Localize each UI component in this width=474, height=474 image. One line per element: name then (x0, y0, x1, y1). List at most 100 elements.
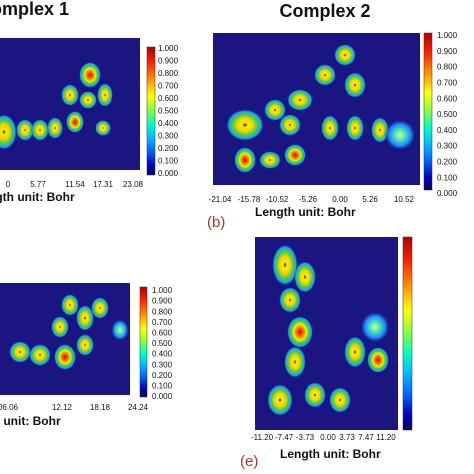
axis-label: Length unit: Bohr (0, 414, 61, 428)
density-blob (0, 114, 17, 150)
density-blob (31, 119, 49, 141)
density-blob (294, 261, 316, 293)
density-blob (16, 119, 34, 141)
density-blob (284, 144, 306, 166)
colorbar-tick-label: 0.000 (152, 392, 173, 401)
x-tick-label: 0.00 (332, 195, 348, 204)
colorbar-tick-label: 0.200 (152, 371, 173, 380)
x-tick-label: 11.54 (65, 180, 85, 189)
density-blob (284, 346, 306, 378)
x-tick-label: -21.04 (209, 195, 232, 204)
density-blob (91, 297, 109, 319)
x-tick-label: -5.26 (299, 195, 318, 204)
density-blob (226, 109, 264, 141)
x-tick-label: 23.08 (123, 180, 144, 189)
colorbar-tick-label: 1.000 (158, 44, 179, 53)
colorbar-tick-label: 0.900 (152, 297, 173, 306)
density-blob (267, 384, 293, 416)
density-blob (344, 336, 366, 368)
colorbar-tick-label: 0.200 (158, 144, 179, 153)
colorbar (146, 46, 156, 176)
colorbar-tick-label: 0.000 (158, 169, 179, 178)
density-blob (95, 120, 111, 136)
x-tick-label: -3.73 (296, 433, 315, 442)
colorbar-tick-label: 0.800 (152, 307, 173, 316)
colorbar-tick-label: 0.700 (437, 79, 458, 88)
density-blob (304, 382, 326, 408)
density-blob (346, 115, 364, 141)
x-tick-label: -15.78 (238, 195, 261, 204)
colorbar-tick-label: 0.800 (437, 63, 458, 72)
density-blob (384, 119, 416, 151)
density-blob (97, 83, 113, 107)
colorbar-tick-label: 0.300 (152, 360, 173, 369)
density-blob (334, 44, 356, 66)
header: Complex 1 (0, 0, 69, 19)
colorbar-tick-label: 0.100 (152, 382, 173, 391)
density-blob (76, 334, 94, 356)
density-blob (264, 99, 286, 121)
density-blob (367, 347, 389, 373)
x-tick-label: 3.73 (339, 433, 355, 442)
x-tick-label: 5.77 (30, 180, 46, 189)
density-blob (272, 244, 298, 286)
density-blob (259, 151, 281, 169)
x-tick-label: -11.20 (251, 433, 274, 442)
colorbar-tick-label: 0.400 (437, 126, 458, 135)
colorbar (402, 236, 413, 431)
density-blob (314, 64, 336, 86)
x-tick-label: 18.18 (90, 403, 111, 412)
density-blob (287, 89, 313, 111)
density-blob (66, 111, 84, 133)
colorbar-tick-label: 0.000 (437, 189, 458, 198)
density-blob (329, 387, 351, 413)
density-blob (360, 311, 390, 343)
colorbar-tick-label: 0.900 (437, 47, 458, 56)
density-blob (279, 287, 301, 313)
colorbar-tick-label: 1.000 (152, 286, 173, 295)
density-blob (287, 316, 313, 348)
x-tick-label: 17.31 (93, 180, 114, 189)
x-tick-label: 11.20 (376, 433, 396, 442)
header: Complex 2 (279, 1, 370, 21)
density-blob (111, 319, 129, 341)
colorbar-tick-label: 0.800 (158, 69, 179, 78)
density-blob (51, 316, 69, 338)
x-tick-label: 06.06 (0, 403, 19, 412)
axis-label: Length unit: Bohr (280, 447, 381, 461)
colorbar (423, 32, 433, 191)
density-blob (79, 62, 101, 88)
density-blob (61, 84, 79, 106)
colorbar-tick-label: 0.500 (437, 110, 458, 119)
colorbar-tick-label: 0.300 (158, 132, 179, 141)
x-tick-label: 10.52 (394, 195, 415, 204)
density-blob (76, 305, 94, 331)
colorbar-tick-label: 0.700 (158, 82, 179, 91)
colorbar-tick-label: 0.600 (152, 329, 173, 338)
x-tick-label: 7.47 (358, 433, 374, 442)
density-blob (29, 344, 51, 366)
density-blob (9, 341, 31, 363)
colorbar-tick-label: 0.100 (437, 173, 458, 182)
colorbar-tick-label: 0.500 (152, 339, 173, 348)
colorbar-tick-label: 0.400 (152, 350, 173, 359)
colorbar-tick-label: 0.300 (437, 142, 458, 151)
colorbar-tick-label: 0.200 (437, 158, 458, 167)
colorbar-tick-label: 0.100 (158, 157, 179, 166)
colorbar-tick-label: 1.000 (437, 31, 458, 40)
colorbar-tick-label: 0.500 (158, 107, 179, 116)
x-tick-label: 0.00 (320, 433, 336, 442)
panel-label: (e) (240, 453, 258, 470)
density-blob (47, 117, 63, 139)
colorbar-tick-label: 0.600 (158, 94, 179, 103)
x-tick-label: -7.47 (275, 433, 294, 442)
axis-label: Length unit: Bohr (255, 205, 356, 219)
x-tick-label: -10.52 (266, 195, 289, 204)
x-tick-label: 24.24 (128, 403, 149, 412)
colorbar-tick-label: 0.600 (437, 94, 458, 103)
colorbar-tick-label: 0.700 (152, 318, 173, 327)
colorbar-tick-label: 0.900 (158, 57, 179, 66)
density-blob (61, 294, 79, 316)
x-tick-label: 5.26 (362, 195, 378, 204)
